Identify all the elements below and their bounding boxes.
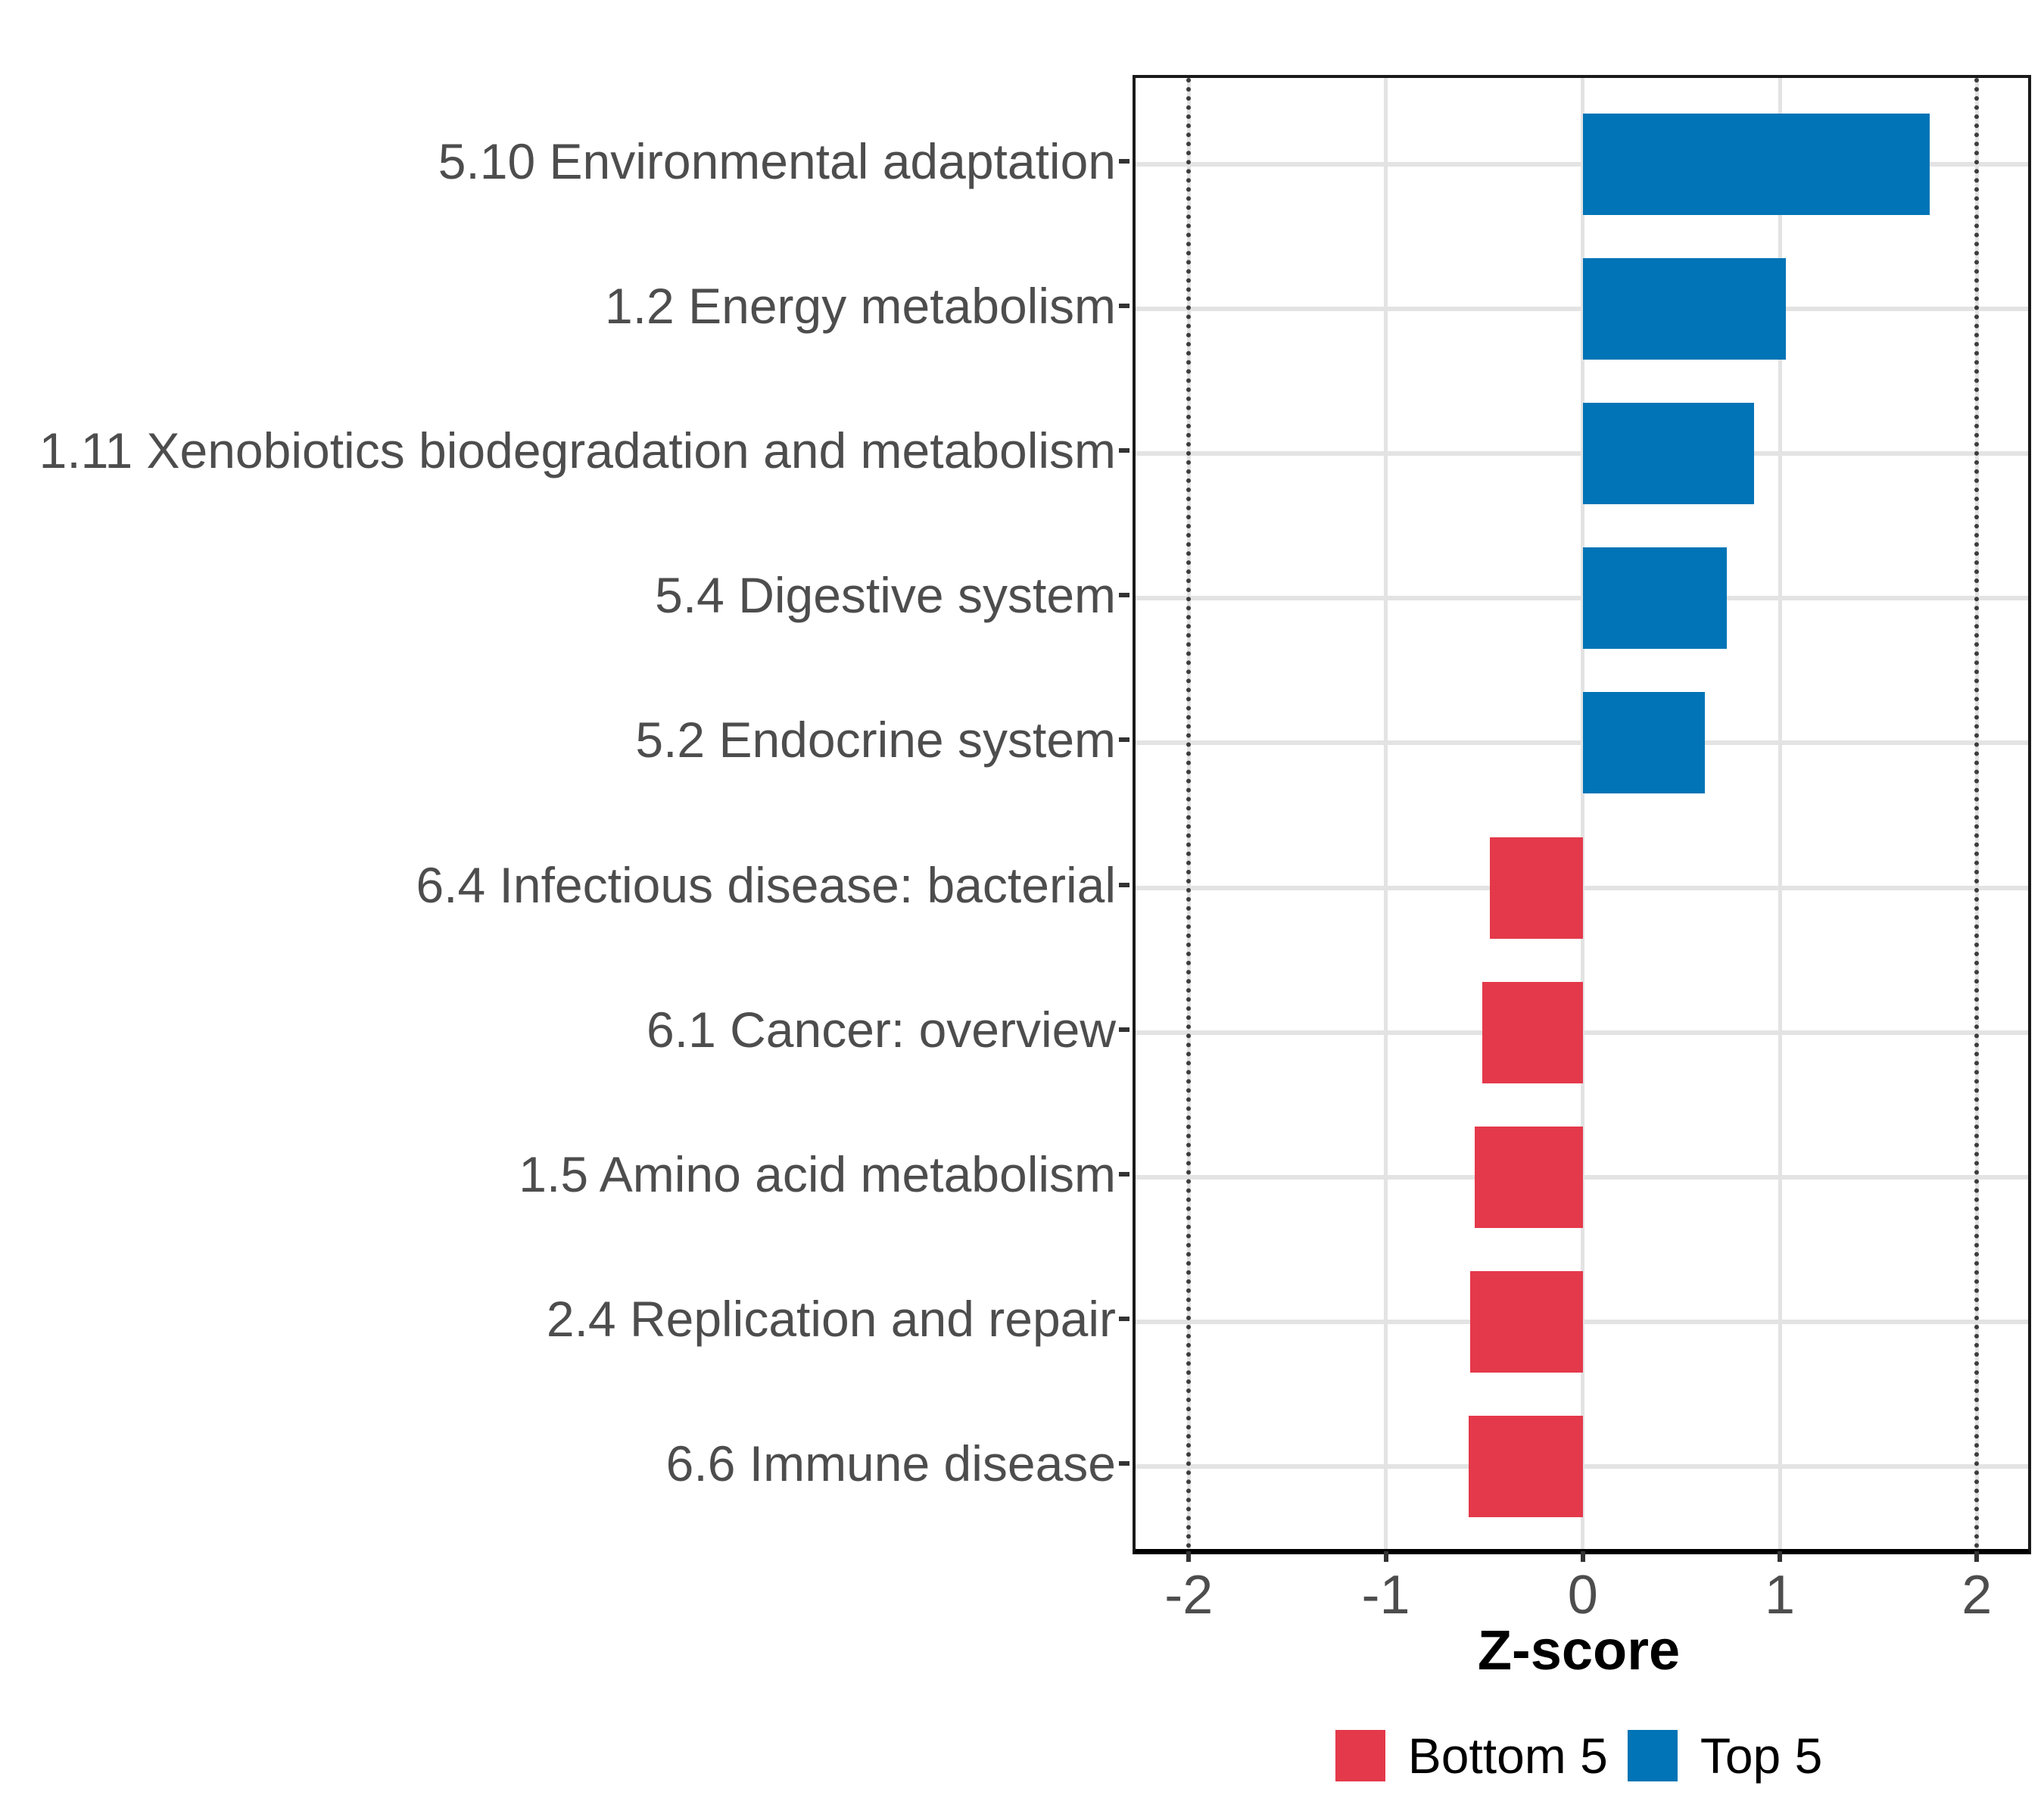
y-axis-label-1-5-amino-acid-metabolism: 1.5 Amino acid metabolism <box>519 1145 1116 1202</box>
x-axis-tick-0 <box>1580 1551 1585 1562</box>
y-axis-tick <box>1119 1460 1129 1466</box>
bar-5-4-digestive-system <box>1582 547 1727 650</box>
x-axis-title: Z-score <box>1477 1619 1681 1681</box>
y-axis-tick <box>1119 304 1129 309</box>
y-axis-label-5-10-environmental-adaptation: 5.10 Environmental adaptation <box>438 133 1116 189</box>
legend-item-top-5: Top 5 <box>1627 1728 1823 1784</box>
bar-1-5-amino-acid-metabolism <box>1474 1126 1583 1228</box>
vertical-gridline-0 <box>1581 78 1585 1549</box>
y-axis-tick <box>1119 593 1129 598</box>
legend-label-bottom-5: Bottom 5 <box>1407 1728 1608 1784</box>
bar-5-2-endocrine-system <box>1582 692 1706 794</box>
bar-6-6-immune-disease <box>1468 1415 1583 1517</box>
x-axis-tick-1 <box>1778 1551 1783 1562</box>
y-axis-label-1-2-energy-metabolism: 1.2 Energy metabolism <box>605 278 1116 335</box>
y-axis-label-5-4-digestive-system: 5.4 Digestive system <box>655 567 1116 624</box>
x-axis-tick-label-1: 1 <box>1765 1565 1796 1625</box>
x-axis-tick--2 <box>1186 1551 1192 1562</box>
horizontal-gridline <box>1136 596 2028 601</box>
legend-swatch-top-5 <box>1627 1730 1678 1781</box>
y-axis-tick <box>1119 159 1129 164</box>
legend-item-bottom-5: Bottom 5 <box>1335 1730 1608 1781</box>
y-axis-tick <box>1119 448 1129 453</box>
x-axis-tick-label-0: 0 <box>1567 1565 1598 1625</box>
y-axis-tick <box>1119 882 1129 887</box>
legend-swatch-bottom-5 <box>1335 1730 1385 1781</box>
horizontal-gridline <box>1136 307 2028 312</box>
y-axis-label-1-11-xenobiotics-biodegradation-and-metabolism: 1.11 Xenobiotics biodegradation and meta… <box>39 422 1116 479</box>
x-axis-tick-label--2: -2 <box>1164 1565 1214 1625</box>
x-axis-tick-label-2: 2 <box>1961 1565 1993 1625</box>
y-axis-label-6-4-infectious-disease-bacterial: 6.4 Infectious disease: bacterial <box>416 856 1116 913</box>
y-axis-tick <box>1119 1171 1129 1177</box>
x-axis-tick--1 <box>1383 1551 1388 1562</box>
y-axis-label-6-6-immune-disease: 6.6 Immune disease <box>665 1435 1116 1491</box>
y-axis-label-5-2-endocrine-system: 5.2 Endocrine system <box>635 712 1116 768</box>
bar-6-4-infectious-disease-bacterial <box>1490 837 1583 939</box>
x-axis-tick-label--1: -1 <box>1361 1565 1410 1625</box>
horizontal-gridline <box>1136 451 2028 457</box>
legend: Bottom 5 Top 5 <box>1133 1730 2025 1781</box>
bar-2-4-replication-and-repair <box>1470 1270 1583 1373</box>
bar-1-11-xenobiotics-biodegradation-and-metabolism <box>1582 403 1755 505</box>
horizontal-gridline <box>1136 740 2028 746</box>
x-axis-tick-2 <box>1974 1551 1980 1562</box>
bar-6-1-cancer-overview <box>1482 981 1583 1083</box>
y-axis-tick <box>1119 1027 1129 1032</box>
bar-5-10-environmental-adaptation <box>1582 114 1930 215</box>
legend-label-top-5: Top 5 <box>1700 1728 1823 1784</box>
bar-1-2-energy-metabolism <box>1582 258 1786 360</box>
plot-panel <box>1133 75 2031 1554</box>
y-axis-label-6-1-cancer-overview: 6.1 Cancer: overview <box>647 1001 1116 1058</box>
vertical-gridline-1 <box>1778 78 1782 1549</box>
y-axis-label-2-4-replication-and-repair: 2.4 Replication and repair <box>546 1290 1116 1347</box>
reference-line--2 <box>1186 78 1192 1549</box>
horizontal-gridline <box>1136 162 2028 167</box>
reference-line-2 <box>1974 78 1980 1549</box>
vertical-gridline--1 <box>1384 78 1388 1549</box>
y-axis-tick <box>1119 737 1129 743</box>
y-axis-tick <box>1119 1316 1129 1321</box>
